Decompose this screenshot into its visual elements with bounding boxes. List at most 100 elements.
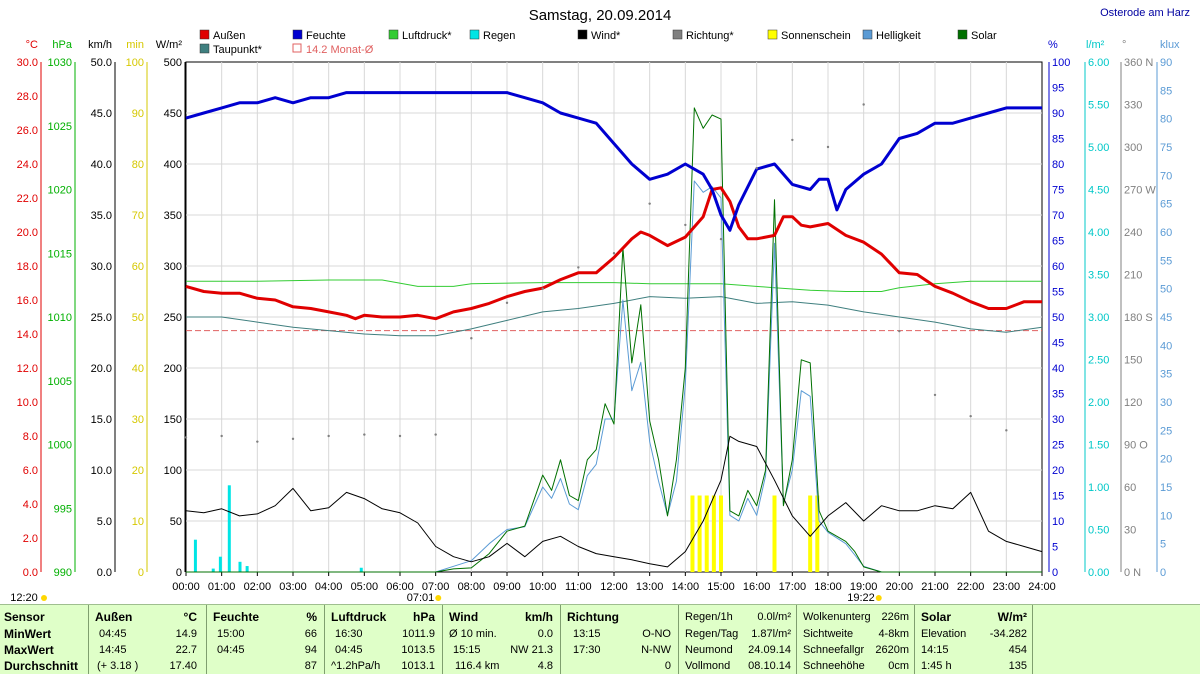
light-tick-label: 10 <box>1160 510 1172 522</box>
time-tick-label: 08:00 <box>458 581 486 593</box>
richtung-point <box>862 103 865 106</box>
solar-tick-label: 200 <box>164 363 182 375</box>
wind-tick-label: 15.0 <box>91 414 112 426</box>
richtung-point <box>612 252 616 255</box>
humidity-tick-label: 50 <box>1052 312 1064 324</box>
sunshine-tick-label: 100 <box>126 57 144 69</box>
richtung-point <box>577 266 580 269</box>
richtung-point <box>755 167 758 170</box>
richtung-min-time: 13:15 <box>573 628 601 640</box>
stats-luftdruck-col: Luftdruck hPa 16:30 1011.9 04:45 1013.5 ^1.… <box>324 605 443 674</box>
temp-tick-label: 22.0 <box>17 193 38 205</box>
light-tick-label: 65 <box>1160 199 1172 211</box>
humidity-tick-label: 60 <box>1052 261 1064 273</box>
light-tick-label: 75 <box>1160 142 1172 154</box>
luftdruck-max-time: 04:45 <box>335 644 363 656</box>
rain-bar <box>238 561 242 572</box>
neumond-label: Neumond <box>685 644 733 656</box>
wind-tick-label: 50.0 <box>91 57 112 69</box>
sunshine-bar <box>719 495 723 572</box>
regen-tag-value: 1.87l/m² <box>751 628 791 640</box>
time-tick-label: 19:00 <box>850 581 878 593</box>
wind-tick-label: 35.0 <box>91 210 112 222</box>
rain-bar <box>227 485 231 572</box>
richtung-point <box>541 287 544 290</box>
pressure-unit-label: hPa <box>52 39 72 51</box>
temp-tick-label: 26.0 <box>17 125 38 137</box>
direction-tick-label: 90 O <box>1124 440 1148 452</box>
richtung-point <box>220 434 223 438</box>
schneehoehe-label: Schneehöhe <box>803 660 865 672</box>
rain-tick-label: 6.00 <box>1088 57 1109 69</box>
solar-tick-label: 350 <box>164 210 182 222</box>
stats-wolken-col: Wolkenunterg 226m Sichtweite 4-8km Schneef… <box>796 605 915 674</box>
time-tick-label: 13:00 <box>636 581 664 593</box>
temp-tick-label: 6.0 <box>23 465 38 477</box>
sunset-label: 19:22 <box>847 592 875 604</box>
taupunkt-line <box>186 296 1043 337</box>
pressure-tick-label: 1020 <box>48 185 72 197</box>
sichtweite-label: Sichtweite <box>803 628 854 640</box>
pressure-tick-label: 1030 <box>48 57 72 69</box>
direction-tick-label: 360 N <box>1124 57 1153 69</box>
pressure-tick-label: 1010 <box>48 312 72 324</box>
humidity-tick-label: 30 <box>1052 414 1064 426</box>
humidity-unit-label: % <box>1048 39 1058 51</box>
plot-area <box>184 91 1043 573</box>
solar-max-time: 14:15 <box>921 644 949 656</box>
richtung-point <box>969 414 972 418</box>
wind-header: Wind <box>449 610 479 624</box>
legend-label: Richtung* <box>686 30 734 42</box>
time-tick-label: 17:00 <box>779 581 807 593</box>
luftdruck-max-value: 1013.5 <box>401 644 435 656</box>
pressure-tick-label: 1015 <box>48 248 72 260</box>
sunshine-tick-label: 0 <box>138 567 144 579</box>
wind-run: 116.4 km <box>455 660 500 672</box>
rain-tick-label: 5.50 <box>1088 100 1109 112</box>
luftdruck-trend: ^1.2hPa/h <box>331 660 381 672</box>
sunshine-tick-label: 60 <box>132 261 144 273</box>
rain-bar <box>359 567 363 572</box>
schneehoehe-value: 0cm <box>888 660 909 672</box>
direction-tick-label: 330 <box>1124 100 1142 112</box>
time-tick-label: 20:00 <box>886 581 914 593</box>
feuchte-min-time: 15:00 <box>217 628 245 640</box>
temp-tick-label: 14.0 <box>17 329 38 341</box>
time-tick-label: 24:00 <box>1028 581 1056 593</box>
humidity-tick-label: 80 <box>1052 159 1064 171</box>
time-tick-label: 10:00 <box>529 581 557 593</box>
time-tick-label: 02:00 <box>244 581 272 593</box>
direction-tick-label: 150 <box>1124 355 1142 367</box>
solar-max-value: 454 <box>1008 644 1027 656</box>
temp-tick-label: 18.0 <box>17 261 38 273</box>
time-tick-label: 04:00 <box>315 581 343 593</box>
richtung-point <box>826 145 830 149</box>
regen-1h-label: Regen/1h <box>685 611 733 623</box>
sunshine-tick-label: 10 <box>132 516 144 528</box>
sunshine-tick-label: 70 <box>132 210 144 222</box>
temp-tick-label: 10.0 <box>17 397 38 409</box>
luftdruck-line <box>186 279 1042 292</box>
temp-tick-label: 8.0 <box>23 431 38 443</box>
temp-tick-label: 28.0 <box>17 91 38 103</box>
temp-tick-label: 16.0 <box>17 295 38 307</box>
legend-label: Taupunkt* <box>213 44 263 56</box>
chart-axes: °C 30.0 28.0 26.0 24.0 22.0 20.0 18.0 16.0 14.0 12… <box>10 39 1180 604</box>
rain-tick-label: 4.50 <box>1088 185 1109 197</box>
sunshine-bar <box>815 495 820 572</box>
rain-bar <box>218 556 222 572</box>
legend-label: Regen <box>483 30 515 42</box>
richtung-point <box>684 223 687 227</box>
stats-solar-col: Solar W/m² Elevation -34.282 14:15 454 1:45… <box>914 605 1033 674</box>
richtung-header: Richtung <box>567 610 619 624</box>
stats-regen-col: Regen/1h 0.0l/m² Regen/Tag 1.87l/m² Neumon… <box>678 605 797 674</box>
aussen-max-value: 22.7 <box>175 644 197 656</box>
aussen-avg-value: 17.40 <box>169 660 197 672</box>
aussen-header: Außen <box>95 610 133 624</box>
sun-noon-label: 12:20 <box>10 592 38 604</box>
sichtweite-value: 4-8km <box>878 628 909 640</box>
stats-empty-col <box>1032 605 1200 674</box>
stats-feuchte-col: Feuchte% 15:00 66 04:45 94 87 <box>206 605 325 674</box>
temp-tick-label: 30.0 <box>17 57 38 69</box>
rain-tick-label: 2.50 <box>1088 355 1109 367</box>
